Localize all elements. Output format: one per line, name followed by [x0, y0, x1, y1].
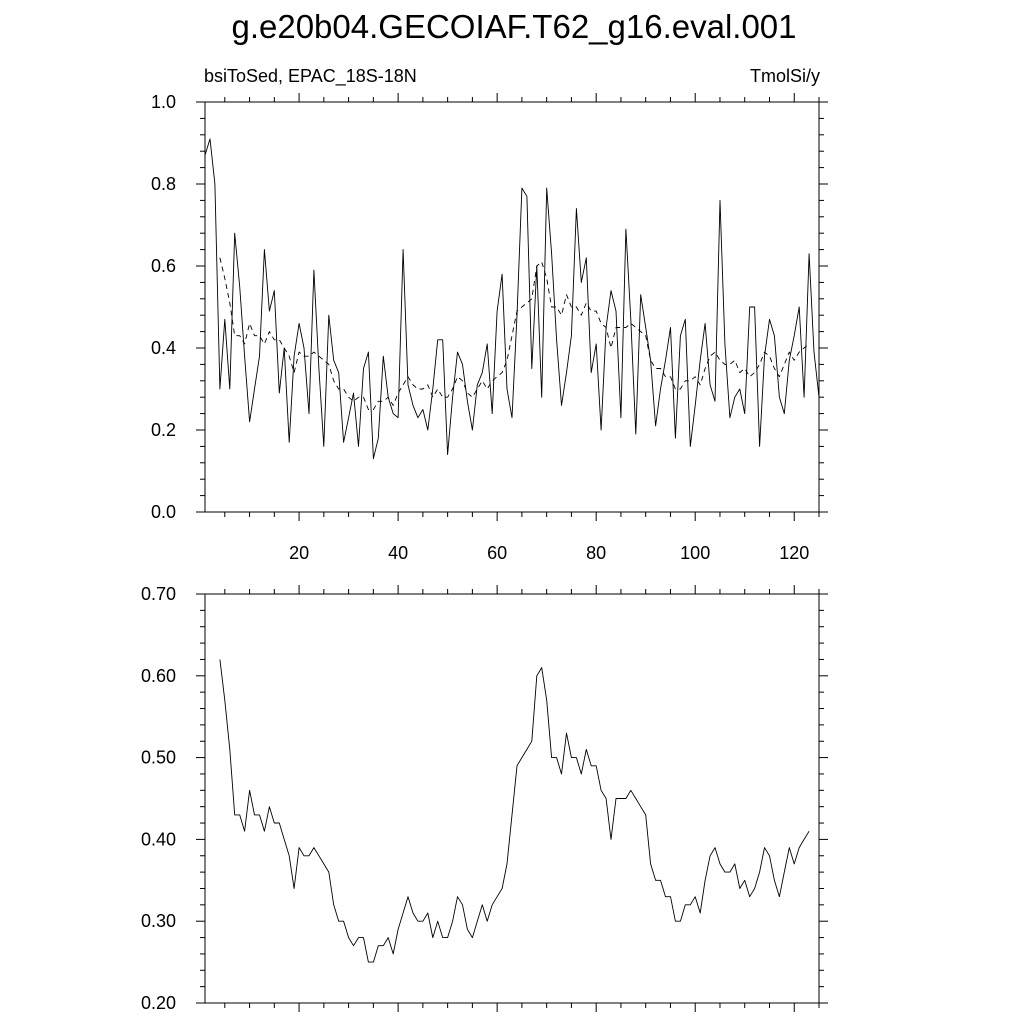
- x-tick-label: 80: [586, 543, 606, 563]
- x-tick-label: 20: [289, 543, 309, 563]
- x-tick-label: 100: [680, 543, 710, 563]
- x-tick-label: 120: [779, 543, 809, 563]
- series-line-solid: [204, 138, 820, 460]
- y-tick-label: 0.0: [151, 502, 176, 522]
- plot-frame: [204, 593, 820, 1004]
- x-tick-label: 40: [388, 543, 408, 563]
- y-tick-label: 1.0: [151, 92, 176, 112]
- series-line-solid: [219, 659, 810, 963]
- chart-panels: 0.0 0.2 0.4 0.6 0.8 1.0 20 40 60 80 100 120 0.20 0.30…: [141, 92, 828, 1013]
- y-tick-label: 0.8: [151, 174, 176, 194]
- x-tick-label: 60: [487, 543, 507, 563]
- panel-2: 0.20 0.30 0.40 0.50 0.60 0.70: [141, 584, 828, 1013]
- plot-frame: [204, 101, 820, 513]
- y-tick-label: 0.40: [141, 829, 176, 849]
- y-tick-label: 0.20: [141, 993, 176, 1013]
- figure-title: g.e20b04.GECOIAF.T62_g16.eval.001: [231, 8, 796, 45]
- y-tick-label: 0.2: [151, 420, 176, 440]
- series-line-dashed: [219, 257, 810, 410]
- y-tick-label: 0.4: [151, 338, 176, 358]
- y-tick-label: 0.6: [151, 256, 176, 276]
- top-panel-right-label: TmolSi/y: [750, 66, 820, 86]
- y-tick-label: 0.70: [141, 584, 176, 604]
- y-tick-label: 0.60: [141, 666, 176, 686]
- y-tick-label: 0.50: [141, 748, 176, 768]
- panel-1: 0.0 0.2 0.4 0.6 0.8 1.0 20 40 60 80 100 120: [151, 92, 828, 563]
- y-tick-label: 0.30: [141, 911, 176, 931]
- top-panel-left-label: bsiToSed, EPAC_18S-18N: [204, 66, 417, 87]
